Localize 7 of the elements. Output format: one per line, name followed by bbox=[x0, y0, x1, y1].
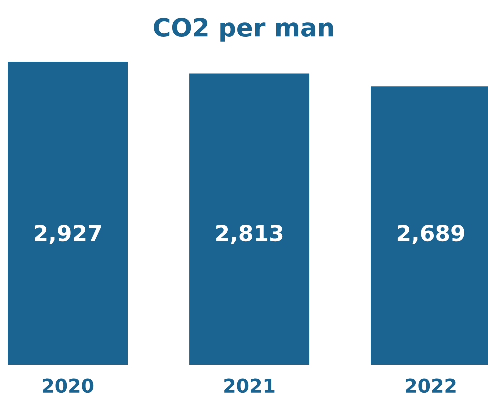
data-label: 2,689 bbox=[398, 224, 464, 244]
x-tick-label: 2020 bbox=[43, 378, 94, 394]
chart-title: CO2 per man bbox=[154, 18, 334, 42]
x-tick-label: 2021 bbox=[224, 378, 275, 394]
data-label: 2,927 bbox=[35, 224, 102, 244]
x-tick-label: 2022 bbox=[406, 378, 456, 394]
data-label: 2,813 bbox=[216, 224, 283, 244]
